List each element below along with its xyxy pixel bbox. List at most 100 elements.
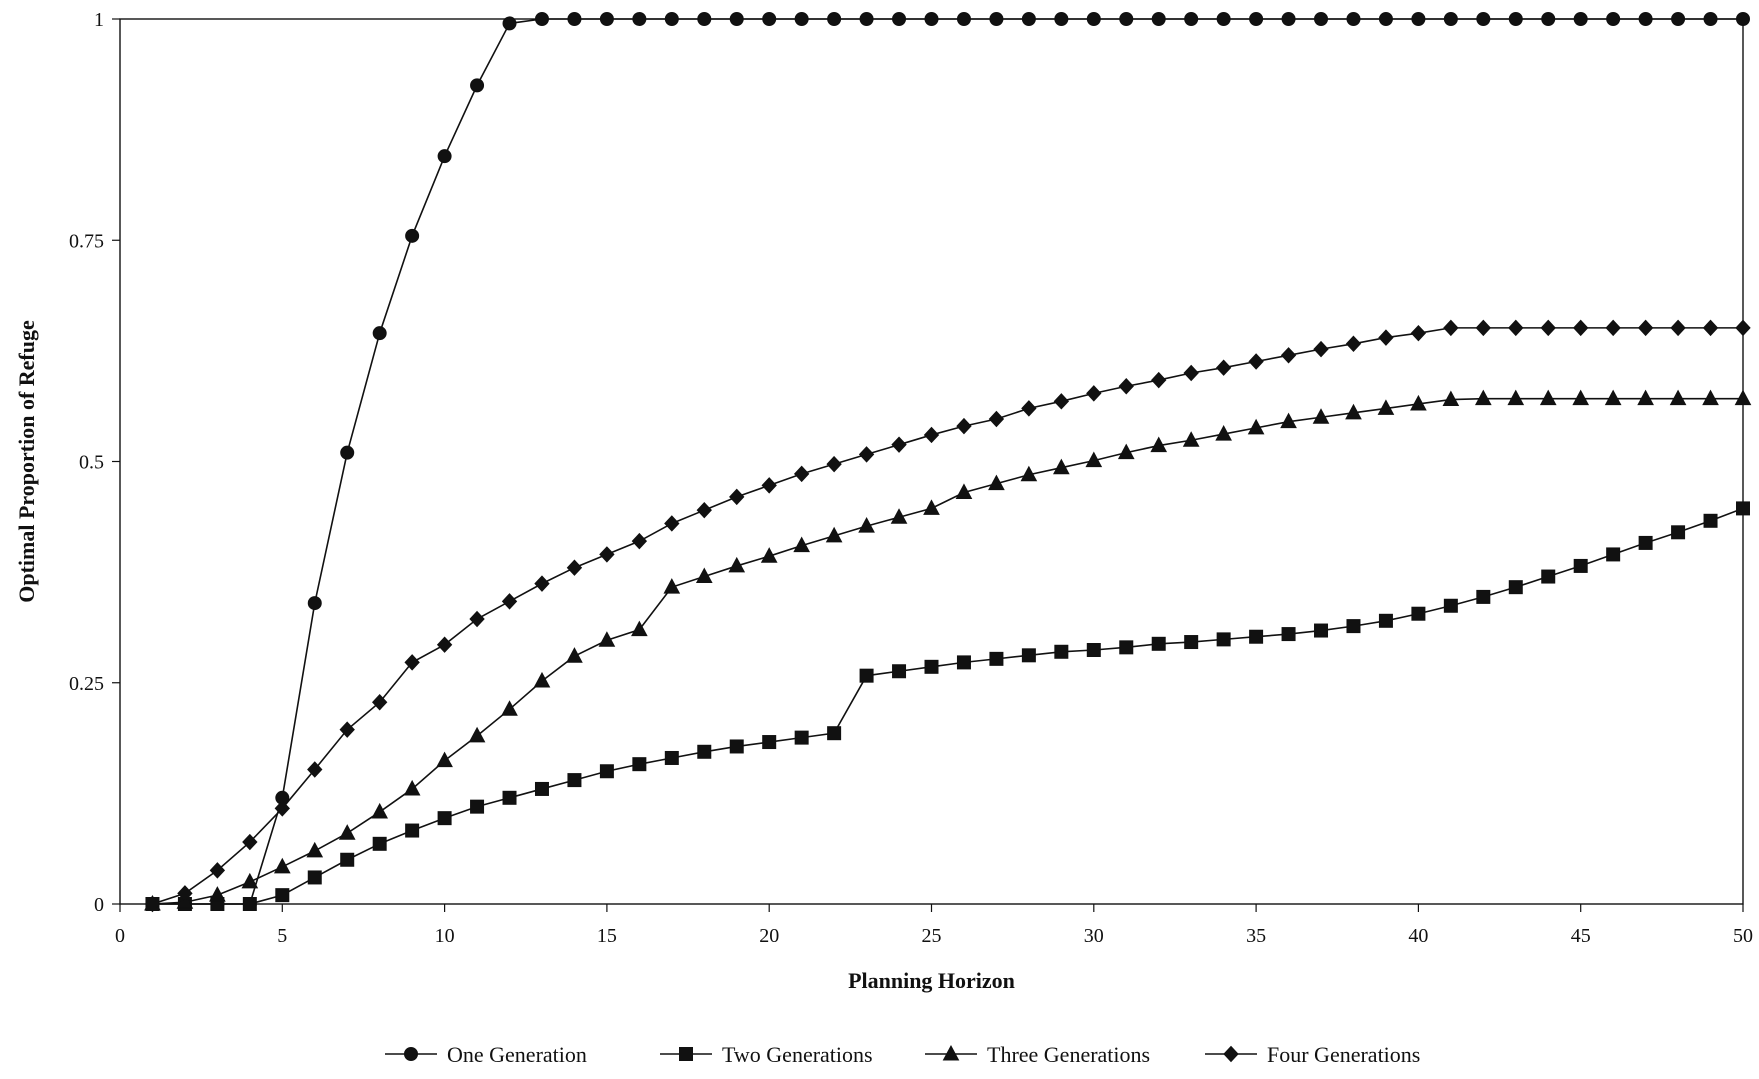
data-point-diamond: [1637, 319, 1654, 337]
data-point-diamond: [793, 465, 810, 483]
plot-area: [119, 18, 1744, 905]
data-point-diamond: [599, 546, 615, 563]
data-point-circle: [1314, 12, 1329, 26]
data-point-circle: [470, 78, 485, 93]
series-layer: [144, 12, 1752, 913]
data-point-triangle: [1377, 399, 1395, 415]
data-point-triangle: [1474, 389, 1492, 406]
data-point-diamond: [242, 833, 258, 851]
x-axis-title: Planning Horizon: [848, 968, 1015, 993]
data-point-square: [1443, 598, 1458, 613]
data-point-diamond: [501, 593, 518, 610]
data-point-triangle: [1150, 436, 1168, 453]
data-point-circle: [859, 12, 874, 26]
data-point-square: [242, 897, 257, 911]
data-point-circle: [599, 12, 614, 26]
data-point-square: [1703, 513, 1718, 528]
data-point-diamond: [1345, 335, 1362, 353]
data-point-triangle: [1247, 418, 1265, 435]
data-point-triangle: [1410, 394, 1427, 411]
x-tick-label: 10: [435, 925, 455, 947]
data-point-square: [1573, 558, 1588, 573]
series-line: [152, 507, 1744, 905]
data-point-circle: [892, 12, 907, 26]
data-point-diamond: [404, 654, 420, 671]
y-axis-title: Optimal Proportion of Refuge: [14, 320, 39, 603]
data-point-diamond: [307, 761, 323, 778]
data-point-triangle: [1215, 425, 1232, 441]
data-point-diamond: [1215, 359, 1232, 376]
data-point-triangle: [955, 483, 973, 499]
data-point-triangle: [1539, 389, 1557, 406]
data-point-circle: [1606, 12, 1621, 26]
data-point-triangle: [1053, 458, 1070, 475]
data-point-triangle: [695, 567, 713, 584]
data-point-square: [405, 823, 420, 838]
data-point-triangle: [1507, 389, 1525, 406]
data-point-diamond: [858, 446, 875, 463]
x-tick-label: 30: [1084, 925, 1104, 947]
data-point-triangle: [1280, 412, 1297, 429]
data-point-triangle: [1020, 465, 1038, 482]
data-point-circle: [989, 12, 1004, 26]
data-point-circle: [794, 12, 809, 26]
data-point-diamond: [1086, 385, 1102, 402]
legend-marker-square: [679, 1047, 693, 1061]
series-line: [152, 18, 1743, 905]
data-point-circle: [1346, 12, 1361, 26]
data-point-triangle: [890, 508, 908, 524]
data-point-circle: [1151, 12, 1166, 26]
data-point-circle: [1119, 12, 1134, 26]
data-point-square: [599, 764, 614, 779]
data-point-diamond: [1702, 319, 1719, 337]
data-point-triangle: [1637, 389, 1654, 406]
data-point-diamond: [1475, 319, 1492, 337]
data-point-circle: [1249, 12, 1264, 26]
data-point-square: [1638, 535, 1653, 550]
data-point-square: [1281, 627, 1296, 642]
data-point-circle: [1736, 12, 1750, 26]
data-point-diamond: [631, 532, 648, 550]
data-point-diamond: [534, 575, 550, 592]
data-point-circle: [1411, 12, 1426, 26]
x-tick-label: 25: [922, 925, 942, 947]
x-tick-label: 35: [1246, 925, 1266, 947]
data-point-square: [632, 757, 647, 772]
data-point-diamond: [177, 885, 193, 902]
data-point-circle: [307, 596, 322, 611]
data-point-square: [1216, 632, 1231, 647]
data-point-triangle: [209, 886, 226, 902]
data-point-triangle: [241, 872, 259, 889]
series-four-generations: [144, 319, 1751, 913]
series-two-generations: [145, 501, 1750, 911]
data-point-circle: [1184, 12, 1199, 26]
data-point-circle: [1541, 12, 1556, 26]
data-point-square: [1606, 547, 1621, 562]
data-point-triangle: [923, 499, 940, 515]
data-point-diamond: [1573, 319, 1589, 337]
data-point-diamond: [1248, 353, 1264, 370]
data-point-circle: [1476, 12, 1491, 26]
legend-item: Three Generations: [925, 1042, 1150, 1067]
x-tick-label: 50: [1733, 925, 1753, 947]
data-point-diamond: [761, 477, 777, 494]
data-point-diamond: [1670, 319, 1686, 337]
data-point-circle: [340, 445, 355, 460]
x-tick-label: 0: [115, 925, 125, 947]
data-point-square: [1476, 589, 1491, 604]
data-point-square: [989, 651, 1004, 666]
data-point-diamond: [923, 426, 940, 444]
data-point-square: [275, 888, 290, 903]
data-point-diamond: [1021, 400, 1037, 417]
data-point-circle: [827, 12, 842, 26]
data-point-diamond: [144, 895, 161, 913]
data-point-diamond: [1540, 319, 1556, 337]
data-point-triangle: [793, 536, 810, 553]
data-point-square: [697, 744, 712, 759]
data-point-square: [502, 790, 517, 805]
data-point-circle: [567, 12, 582, 26]
data-point-triangle: [566, 647, 583, 663]
data-point-circle: [956, 12, 971, 26]
data-point-diamond: [696, 501, 712, 519]
legend-marker-circle: [404, 1047, 418, 1061]
